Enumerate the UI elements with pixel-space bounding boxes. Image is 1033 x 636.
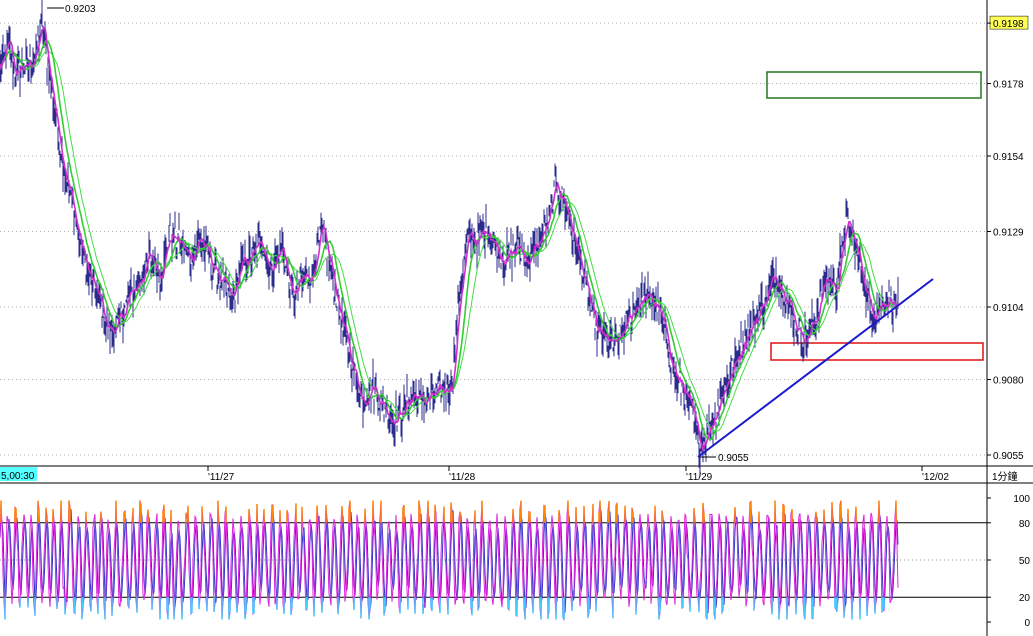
y-tick-label-current: 0.9198 [993, 19, 1024, 30]
oscillator-oversold-marks [4, 597, 885, 620]
x-tick-label: '11/27 [208, 472, 235, 483]
low-annotation: 0.9055 [718, 453, 749, 464]
moving-average-slow [0, 50, 899, 432]
interval-label: 1分鐘 [992, 470, 1018, 483]
oscillator-panel [0, 500, 987, 622]
x-tick-label: '11/28 [449, 472, 476, 483]
y-tick-label: 0.9178 [993, 80, 1024, 91]
x-start-label-bg [0, 467, 37, 481]
oscillator-k-line [0, 500, 899, 622]
x-start-label: 5,00:30 [1, 471, 35, 482]
moving-average-mid [0, 39, 899, 441]
y-tick-label: 0.9080 [993, 375, 1024, 386]
support-trendline [697, 278, 934, 458]
osc-tick-label: 50 [1019, 556, 1031, 567]
x-tick-label: '11/29 [686, 472, 713, 483]
osc-tick-label: 20 [1019, 593, 1031, 604]
x-axis: '11/27 '11/28 '11/29 '12/02 5,00:30 1分鐘 [0, 466, 1018, 483]
annotation-boxes [766, 71, 984, 361]
price-y-axis: 0.9198 0.9178 0.9154 0.9129 0.9104 0.9080 0.90… [987, 15, 1029, 462]
osc-tick-label: 0 [1024, 618, 1030, 629]
osc-tick-label: 80 [1019, 519, 1031, 530]
y-tick-label: 0.9104 [993, 303, 1024, 314]
lower-rectangle-annotation [770, 342, 984, 361]
x-tick-label: '12/02 [922, 472, 949, 483]
y-tick-label: 0.9055 [993, 451, 1024, 462]
upper-rectangle-annotation [766, 71, 982, 99]
trendline-group [697, 278, 934, 458]
oscillator-d-line [0, 508, 899, 614]
price-annotations: 0.9203 0.9055 [47, 4, 749, 464]
price-grid [0, 22, 987, 456]
osc-tick-label: 100 [1013, 494, 1030, 505]
y-tick-label: 0.9154 [993, 152, 1024, 163]
y-tick-label: 0.9129 [993, 228, 1024, 239]
moving-average-fast [0, 26, 899, 452]
high-annotation: 0.9203 [65, 4, 96, 15]
price-series-group [0, 0, 899, 477]
oscillator-y-axis: 100 80 50 20 0 [987, 494, 1030, 629]
oscillator-overbought-marks [0, 500, 897, 523]
